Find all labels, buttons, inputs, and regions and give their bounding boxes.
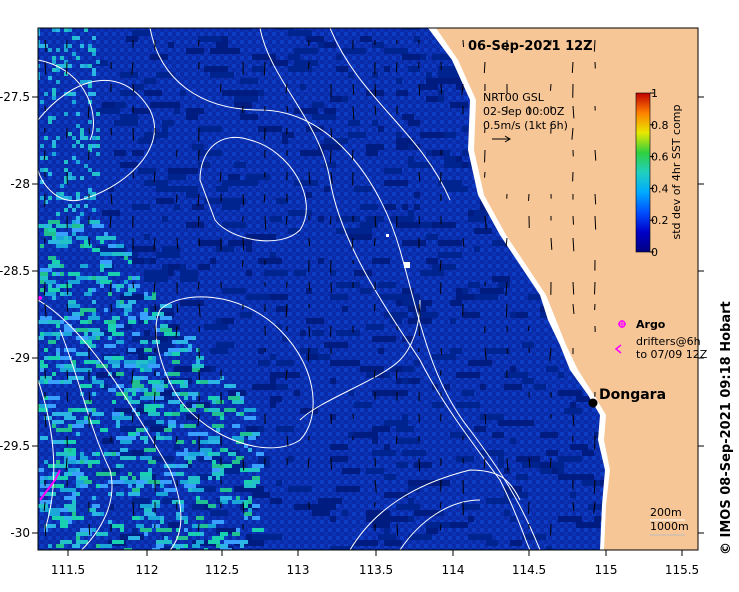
drifter-legend: drifters@6h to 07/09 12Z [614, 335, 708, 361]
y-tick: -30 [10, 526, 704, 540]
depth-legend-200m: 200m [650, 506, 682, 519]
argo-legend: Argo [618, 318, 666, 331]
x-tick-label: 113 [287, 563, 310, 577]
y-tick-label: -27.5 [0, 90, 30, 104]
x-axis: 111.5 112 112.5 113 113.5 114 114.5 115 … [51, 550, 699, 577]
x-tick: 114.5 [512, 550, 546, 577]
x-tick-label: 112 [136, 563, 159, 577]
colorbar-bar [635, 92, 651, 253]
x-tick-label: 113.5 [359, 563, 393, 577]
place-dongara: Dongara [588, 387, 666, 408]
colorbar-label: std dev of 4hr SST comp [670, 104, 683, 239]
x-tick: 112 [136, 550, 159, 577]
colorbar-tick-label: 0.6 [651, 151, 669, 164]
depth-legend-1000m: 1000m [650, 520, 689, 533]
argo-label: Argo [636, 318, 666, 331]
colorbar-tick-label: 0 [651, 246, 658, 259]
x-tick-label: 115 [595, 563, 618, 577]
y-tick-label: -29.5 [0, 439, 30, 453]
argo-floats [38, 296, 61, 501]
current-legend-model: NRT00 GSL [483, 91, 545, 104]
colorbar-tick-label: 0.2 [651, 214, 669, 227]
y-axis: -27.5 -28 -28.5 -29 -29.5 -30 [0, 90, 704, 540]
white-spot [386, 234, 410, 268]
y-tick: -29.5 [0, 439, 704, 453]
map-title: 06-Sep-2021 12Z [468, 39, 593, 54]
current-legend-scale: 0.5m/s (1kt 6h) [483, 119, 568, 132]
x-tick: 113.5 [359, 550, 393, 577]
place-label: Dongara [599, 387, 666, 403]
colorbar: 0 0.2 0.4 0.6 0.8 1 std dev of 4hr SST comp [635, 87, 683, 259]
land-mass [436, 28, 698, 550]
plot-area [38, 28, 698, 550]
y-tick: -29 [10, 351, 704, 365]
x-tick: 113 [287, 550, 310, 577]
place-marker-icon [588, 398, 598, 408]
y-tick-label: -30 [10, 526, 30, 540]
x-tick: 115.5 [665, 550, 699, 577]
y-tick-label: -28.5 [0, 264, 30, 278]
colorbar-tick-label: 0.4 [651, 182, 669, 195]
y-tick: -28 [10, 177, 704, 191]
x-tick-label: 112.5 [205, 563, 239, 577]
x-tick-label: 114 [442, 563, 465, 577]
drifter-legend-line2: to 07/09 12Z [636, 348, 708, 361]
x-tick: 112.5 [205, 550, 239, 577]
x-tick: 111.5 [51, 550, 85, 577]
scale-arrow-icon [492, 135, 511, 143]
x-tick-label: 111.5 [51, 563, 85, 577]
drifter-track-icon [614, 344, 622, 354]
current-legend: NRT00 GSL 02-Sep 00:00Z 0.5m/s (1kt 6h) [483, 91, 568, 143]
high-variance-patches [38, 28, 264, 550]
current-vectors [43, 39, 597, 536]
credit-text: © IMOS 08-Sep-2021 09:18 Hobart [719, 301, 734, 555]
y-tick-label: -28 [10, 177, 30, 191]
y-tick-label: -29 [10, 351, 30, 365]
x-tick: 115 [595, 550, 618, 577]
colorbar-tick-label: 0.8 [651, 119, 669, 132]
current-legend-date: 02-Sep 00:00Z [483, 105, 565, 118]
x-tick: 114 [442, 550, 465, 577]
y-tick: -28.5 [0, 264, 704, 278]
y-tick: -27.5 [0, 90, 704, 104]
depth-contours [38, 28, 541, 550]
argo-star-icon [618, 320, 626, 328]
colorbar-tick-label: 1 [651, 87, 658, 100]
x-tick-label: 115.5 [665, 563, 699, 577]
x-tick-label: 114.5 [512, 563, 546, 577]
drifter-legend-line1: drifters@6h [636, 335, 701, 348]
plot-frame [37, 27, 699, 551]
depth-legend: 200m 1000m [650, 506, 689, 536]
